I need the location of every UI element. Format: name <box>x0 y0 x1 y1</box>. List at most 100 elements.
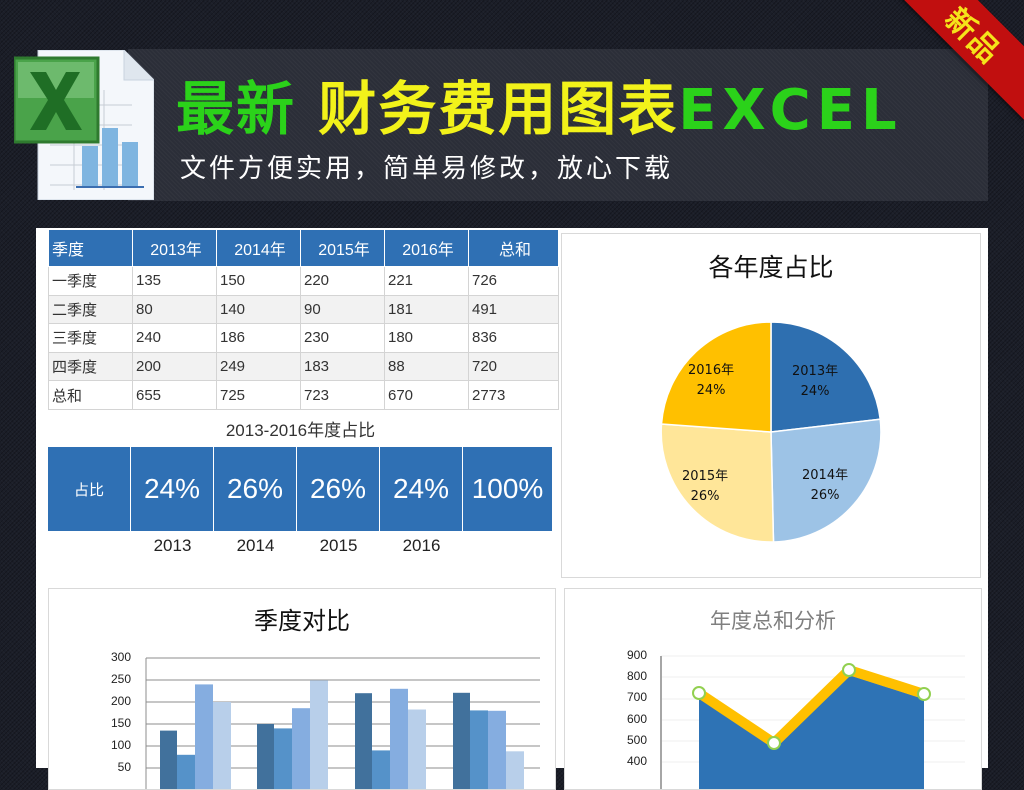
pie-slice-2013 <box>770 321 882 433</box>
pie-slice-2015 <box>660 423 775 543</box>
header-banner <box>128 49 988 201</box>
area-chart-plot <box>660 655 965 789</box>
table-cell[interactable]: 200 <box>132 351 217 382</box>
ratio-year: 2013 <box>153 536 192 555</box>
y-tick: 400 <box>626 754 647 768</box>
y-tick: 100 <box>110 738 131 752</box>
ratio-row: 占比 24% 26% 26% 24% 100% <box>48 447 552 531</box>
table-cell[interactable]: 670 <box>384 380 469 410</box>
table-cell[interactable]: 90 <box>300 294 385 325</box>
table-total-row: 总和 655 725 723 670 2773 <box>48 380 559 410</box>
table-cell[interactable]: 655 <box>132 380 217 410</box>
column-chart-title: 季度对比 <box>254 607 350 635</box>
pie-slice-2014 <box>770 418 882 543</box>
pie-label-2013: 2013年 24% <box>792 364 839 399</box>
ratio-year: 2014 <box>236 536 275 555</box>
column-chart-plot <box>145 657 540 789</box>
pie-label-2015: 2015年 26% <box>682 469 729 504</box>
title-part-new: 最新 <box>176 75 297 143</box>
y-tick: 600 <box>626 712 647 726</box>
data-marker <box>767 736 781 750</box>
table-cell[interactable]: 140 <box>216 294 301 325</box>
table-cell[interactable]: 220 <box>300 266 385 296</box>
table-cell[interactable]: 88 <box>384 351 469 382</box>
table-cell[interactable]: 一季度 <box>48 266 133 296</box>
ratio-label: 占比 <box>48 447 131 531</box>
table-cell[interactable]: 249 <box>216 351 301 382</box>
header-cell: 总和 <box>468 229 559 267</box>
table-row: 二季度 80 140 90 181 491 <box>48 294 559 325</box>
y-tick: 250 <box>110 672 131 686</box>
header-cell: 2013年 <box>132 229 217 267</box>
header-cell: 季度 <box>48 229 133 267</box>
table-cell[interactable]: 80 <box>132 294 217 325</box>
ratio-value: 24% <box>380 447 463 531</box>
y-tick: 800 <box>626 669 647 683</box>
title-part-main: 财务费用图表 <box>318 75 679 143</box>
pie-chart[interactable]: 各年度占比 2013年 24% 2014年 26% 2015年 26% 2016年 24… <box>561 233 981 578</box>
finance-table: 季度 2013年 2014年 2015年 2016年 总和 一季度 135 15… <box>48 229 559 410</box>
table-cell[interactable]: 240 <box>132 323 217 353</box>
table-cell[interactable]: 726 <box>468 266 559 296</box>
table-cell[interactable]: 725 <box>216 380 301 410</box>
header-cell: 2014年 <box>216 229 301 267</box>
column-chart[interactable]: 季度对比 300 250 200 150 100 50 <box>48 588 556 790</box>
table-cell[interactable]: 720 <box>468 351 559 382</box>
table-cell[interactable]: 180 <box>384 323 469 353</box>
area-chart-title: 年度总和分析 <box>710 609 836 633</box>
pie-chart-plot <box>660 321 882 543</box>
ratio-value: 26% <box>214 447 297 531</box>
page-title: 最新 财务费用图表EXCEL <box>176 74 903 146</box>
table-header-row: 季度 2013年 2014年 2015年 2016年 总和 <box>48 229 559 267</box>
y-tick: 300 <box>110 650 131 664</box>
area-chart[interactable]: 年度总和分析 900 800 700 600 500 400 <box>564 588 982 790</box>
table-cell[interactable]: 181 <box>384 294 469 325</box>
bar-group-q2 <box>257 680 328 789</box>
title-part-excel: EXCEL <box>678 78 903 143</box>
table-cell[interactable]: 总和 <box>48 380 133 410</box>
table-row: 三季度 240 186 230 180 836 <box>48 323 559 353</box>
ratio-title: 2013-2016年度占比 <box>225 421 376 440</box>
page-subtitle: 文件方便实用，简单易修改，放心下载 <box>180 154 674 184</box>
table-cell[interactable]: 2773 <box>468 380 559 410</box>
ratio-value: 26% <box>297 447 380 531</box>
header-cell: 2016年 <box>384 229 469 267</box>
pie-label-2016: 2016年 24% <box>688 363 735 398</box>
table-cell[interactable]: 150 <box>216 266 301 296</box>
area-fill <box>699 675 924 789</box>
table-cell[interactable]: 723 <box>300 380 385 410</box>
y-tick: 200 <box>110 694 131 708</box>
data-marker <box>842 663 856 677</box>
table-cell[interactable]: 836 <box>468 323 559 353</box>
table-cell[interactable]: 230 <box>300 323 385 353</box>
y-tick: 700 <box>626 690 647 704</box>
y-tick: 150 <box>110 716 131 730</box>
excel-file-icon <box>14 50 154 200</box>
pie-label-2014: 2014年 26% <box>802 468 849 503</box>
bar-group-q4 <box>453 692 524 789</box>
pie-slice-2016 <box>660 321 772 433</box>
ratio-year: 2015 <box>319 536 358 555</box>
total-line <box>696 665 926 748</box>
ratio-years: 2013 2014 2015 2016 <box>48 536 463 556</box>
table-row: 一季度 135 150 220 221 726 <box>48 266 559 296</box>
table-cell[interactable]: 183 <box>300 351 385 382</box>
y-tick: 500 <box>626 733 647 747</box>
bar-group-q1 <box>160 684 231 789</box>
ratio-total: 100% <box>463 447 552 531</box>
table-cell[interactable]: 491 <box>468 294 559 325</box>
table-cell[interactable]: 135 <box>132 266 217 296</box>
y-tick: 900 <box>626 648 647 662</box>
data-marker <box>917 687 931 701</box>
table-cell[interactable]: 二季度 <box>48 294 133 325</box>
table-cell[interactable]: 四季度 <box>48 351 133 382</box>
table-cell[interactable]: 186 <box>216 323 301 353</box>
header-cell: 2015年 <box>300 229 385 267</box>
bar-group-q3 <box>355 688 426 789</box>
ratio-value: 24% <box>131 447 214 531</box>
table-row: 四季度 200 249 183 88 720 <box>48 351 559 382</box>
ratio-year: 2016 <box>402 536 441 555</box>
table-cell[interactable]: 221 <box>384 266 469 296</box>
table-cell[interactable]: 三季度 <box>48 323 133 353</box>
pie-chart-title: 各年度占比 <box>708 253 834 282</box>
